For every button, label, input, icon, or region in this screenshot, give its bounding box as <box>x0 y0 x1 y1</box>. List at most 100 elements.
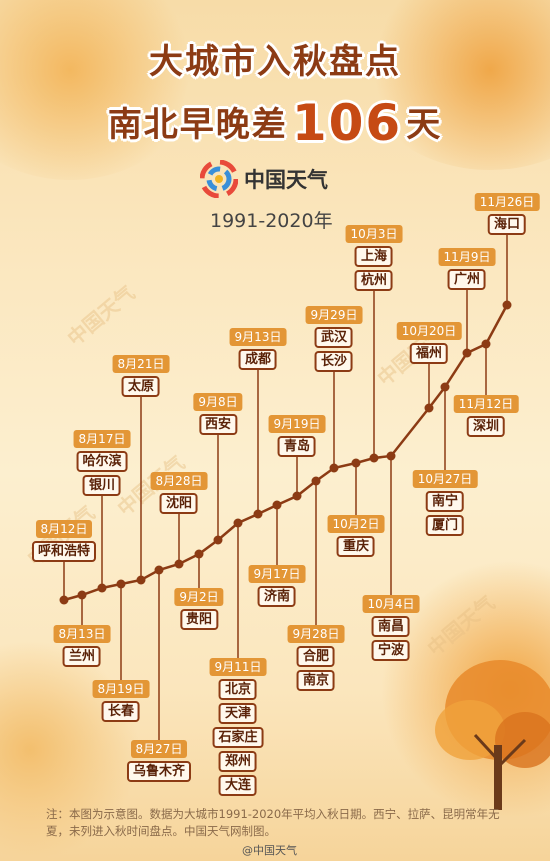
date-badge: 11月12日 <box>453 395 519 413</box>
city-label: 大连 <box>218 775 257 796</box>
data-point <box>351 458 361 468</box>
data-point <box>233 518 243 528</box>
city-label: 深圳 <box>466 416 506 437</box>
data-point <box>97 583 107 593</box>
brand-name: 中国天气 <box>244 168 328 192</box>
date-badge: 9月11日 <box>209 658 267 676</box>
city-label: 天津 <box>218 703 257 724</box>
point-label: 8月28日沈阳 <box>150 472 208 514</box>
city-label: 北京 <box>218 679 257 700</box>
subtitle-suffix: 天 <box>406 105 443 145</box>
date-badge: 10月20日 <box>396 322 462 340</box>
date-badge: 8月21日 <box>112 355 170 373</box>
city-label: 长沙 <box>314 351 353 372</box>
data-point <box>174 559 184 569</box>
date-badge: 10月3日 <box>345 225 403 243</box>
date-badge: 11月26日 <box>474 193 540 211</box>
footnote: 注：本图为示意图。数据为大城市1991-2020年平均入秋日期。西宁、拉萨、昆明… <box>46 807 500 838</box>
city-label: 贵阳 <box>179 609 218 630</box>
city-label: 宁波 <box>371 640 410 661</box>
city-label: 合肥 <box>296 646 335 667</box>
point-label: 9月2日贵阳 <box>174 588 224 630</box>
city-label: 福州 <box>409 343 449 364</box>
data-point <box>481 339 491 349</box>
subtitle-prefix: 南北早晚差 <box>107 105 288 145</box>
point-label: 10月20日 福州 <box>396 322 462 364</box>
city-label: 广州 <box>447 269 486 290</box>
data-point <box>292 491 302 501</box>
city-label: 南昌 <box>371 616 410 637</box>
date-badge: 8月28日 <box>150 472 208 490</box>
point-label: 9月8日西安 <box>193 393 243 435</box>
date-badge: 8月27日 <box>130 740 188 758</box>
data-point <box>311 476 321 486</box>
data-point <box>213 535 223 545</box>
data-point <box>136 575 146 585</box>
city-label: 哈尔滨 <box>76 451 128 472</box>
data-point <box>424 403 434 413</box>
date-badge: 9月19日 <box>268 415 326 433</box>
city-label: 成都 <box>238 349 277 370</box>
data-point <box>329 463 339 473</box>
date-badge: 8月17日 <box>73 430 131 448</box>
point-label: 9月11日北京天津石家庄郑州大连 <box>209 658 267 796</box>
point-label: 10月27日 南宁厦门 <box>412 470 478 536</box>
city-label: 上海 <box>354 246 393 267</box>
city-label: 呼和浩特 <box>31 541 97 562</box>
city-label: 厦门 <box>425 515 465 536</box>
point-label: 11月26日 海口 <box>474 193 540 235</box>
data-point <box>116 579 126 589</box>
brand-logo: 中国天气 <box>200 160 328 198</box>
point-label: 8月21日太原 <box>112 355 170 397</box>
date-badge: 10月27日 <box>412 470 478 488</box>
city-label: 长春 <box>101 701 140 722</box>
point-label: 8月27日乌鲁木齐 <box>126 740 192 782</box>
data-point <box>77 590 87 600</box>
city-label: 太原 <box>121 376 160 397</box>
point-label: 8月13日兰州 <box>53 625 111 667</box>
date-badge: 8月13日 <box>53 625 111 643</box>
point-label: 10月4日南昌宁波 <box>362 595 420 661</box>
point-label: 9月13日成都 <box>229 328 287 370</box>
point-label: 9月29日 武汉 长沙 <box>305 306 363 372</box>
data-point <box>59 595 69 605</box>
point-label: 9月28日 合肥 南京 <box>287 625 345 691</box>
data-point <box>502 300 512 310</box>
date-badge: 8月19日 <box>92 680 150 698</box>
point-label: 9月19日青岛 <box>268 415 326 457</box>
point-label: 10月3日上海杭州 <box>345 225 403 291</box>
date-badge: 11月9日 <box>438 248 496 266</box>
city-label: 银川 <box>82 475 121 496</box>
city-label: 重庆 <box>336 536 375 557</box>
data-point <box>386 451 396 461</box>
point-label: 8月17日哈尔滨银川 <box>73 430 131 496</box>
page-subtitle: 南北早晚差106 天 <box>0 94 550 152</box>
city-label: 南宁 <box>425 491 465 512</box>
city-label: 沈阳 <box>159 493 198 514</box>
date-badge: 9月8日 <box>193 393 243 411</box>
point-label: 10月2日 重庆 <box>327 515 385 557</box>
point-label: 9月17日 济南 <box>248 565 306 607</box>
weibo-tag: @中国天气 <box>242 844 297 857</box>
data-point <box>272 500 282 510</box>
date-badge: 8月12日 <box>35 520 93 538</box>
city-label: 海口 <box>487 214 527 235</box>
date-badge: 9月13日 <box>229 328 287 346</box>
city-label: 石家庄 <box>212 727 264 748</box>
data-point <box>440 382 450 392</box>
city-label: 杭州 <box>354 270 393 291</box>
point-label: 11月9日广州 <box>438 248 496 290</box>
city-label: 南京 <box>296 670 335 691</box>
date-badge: 10月4日 <box>362 595 420 613</box>
data-point <box>462 348 472 358</box>
city-label: 兰州 <box>62 646 101 667</box>
date-badge: 9月2日 <box>174 588 224 606</box>
data-point <box>369 453 379 463</box>
data-point <box>253 509 263 519</box>
city-label: 乌鲁木齐 <box>126 761 192 782</box>
city-label: 西安 <box>198 414 237 435</box>
city-label: 武汉 <box>314 327 353 348</box>
city-label: 郑州 <box>218 751 257 772</box>
city-label: 青岛 <box>277 436 316 457</box>
